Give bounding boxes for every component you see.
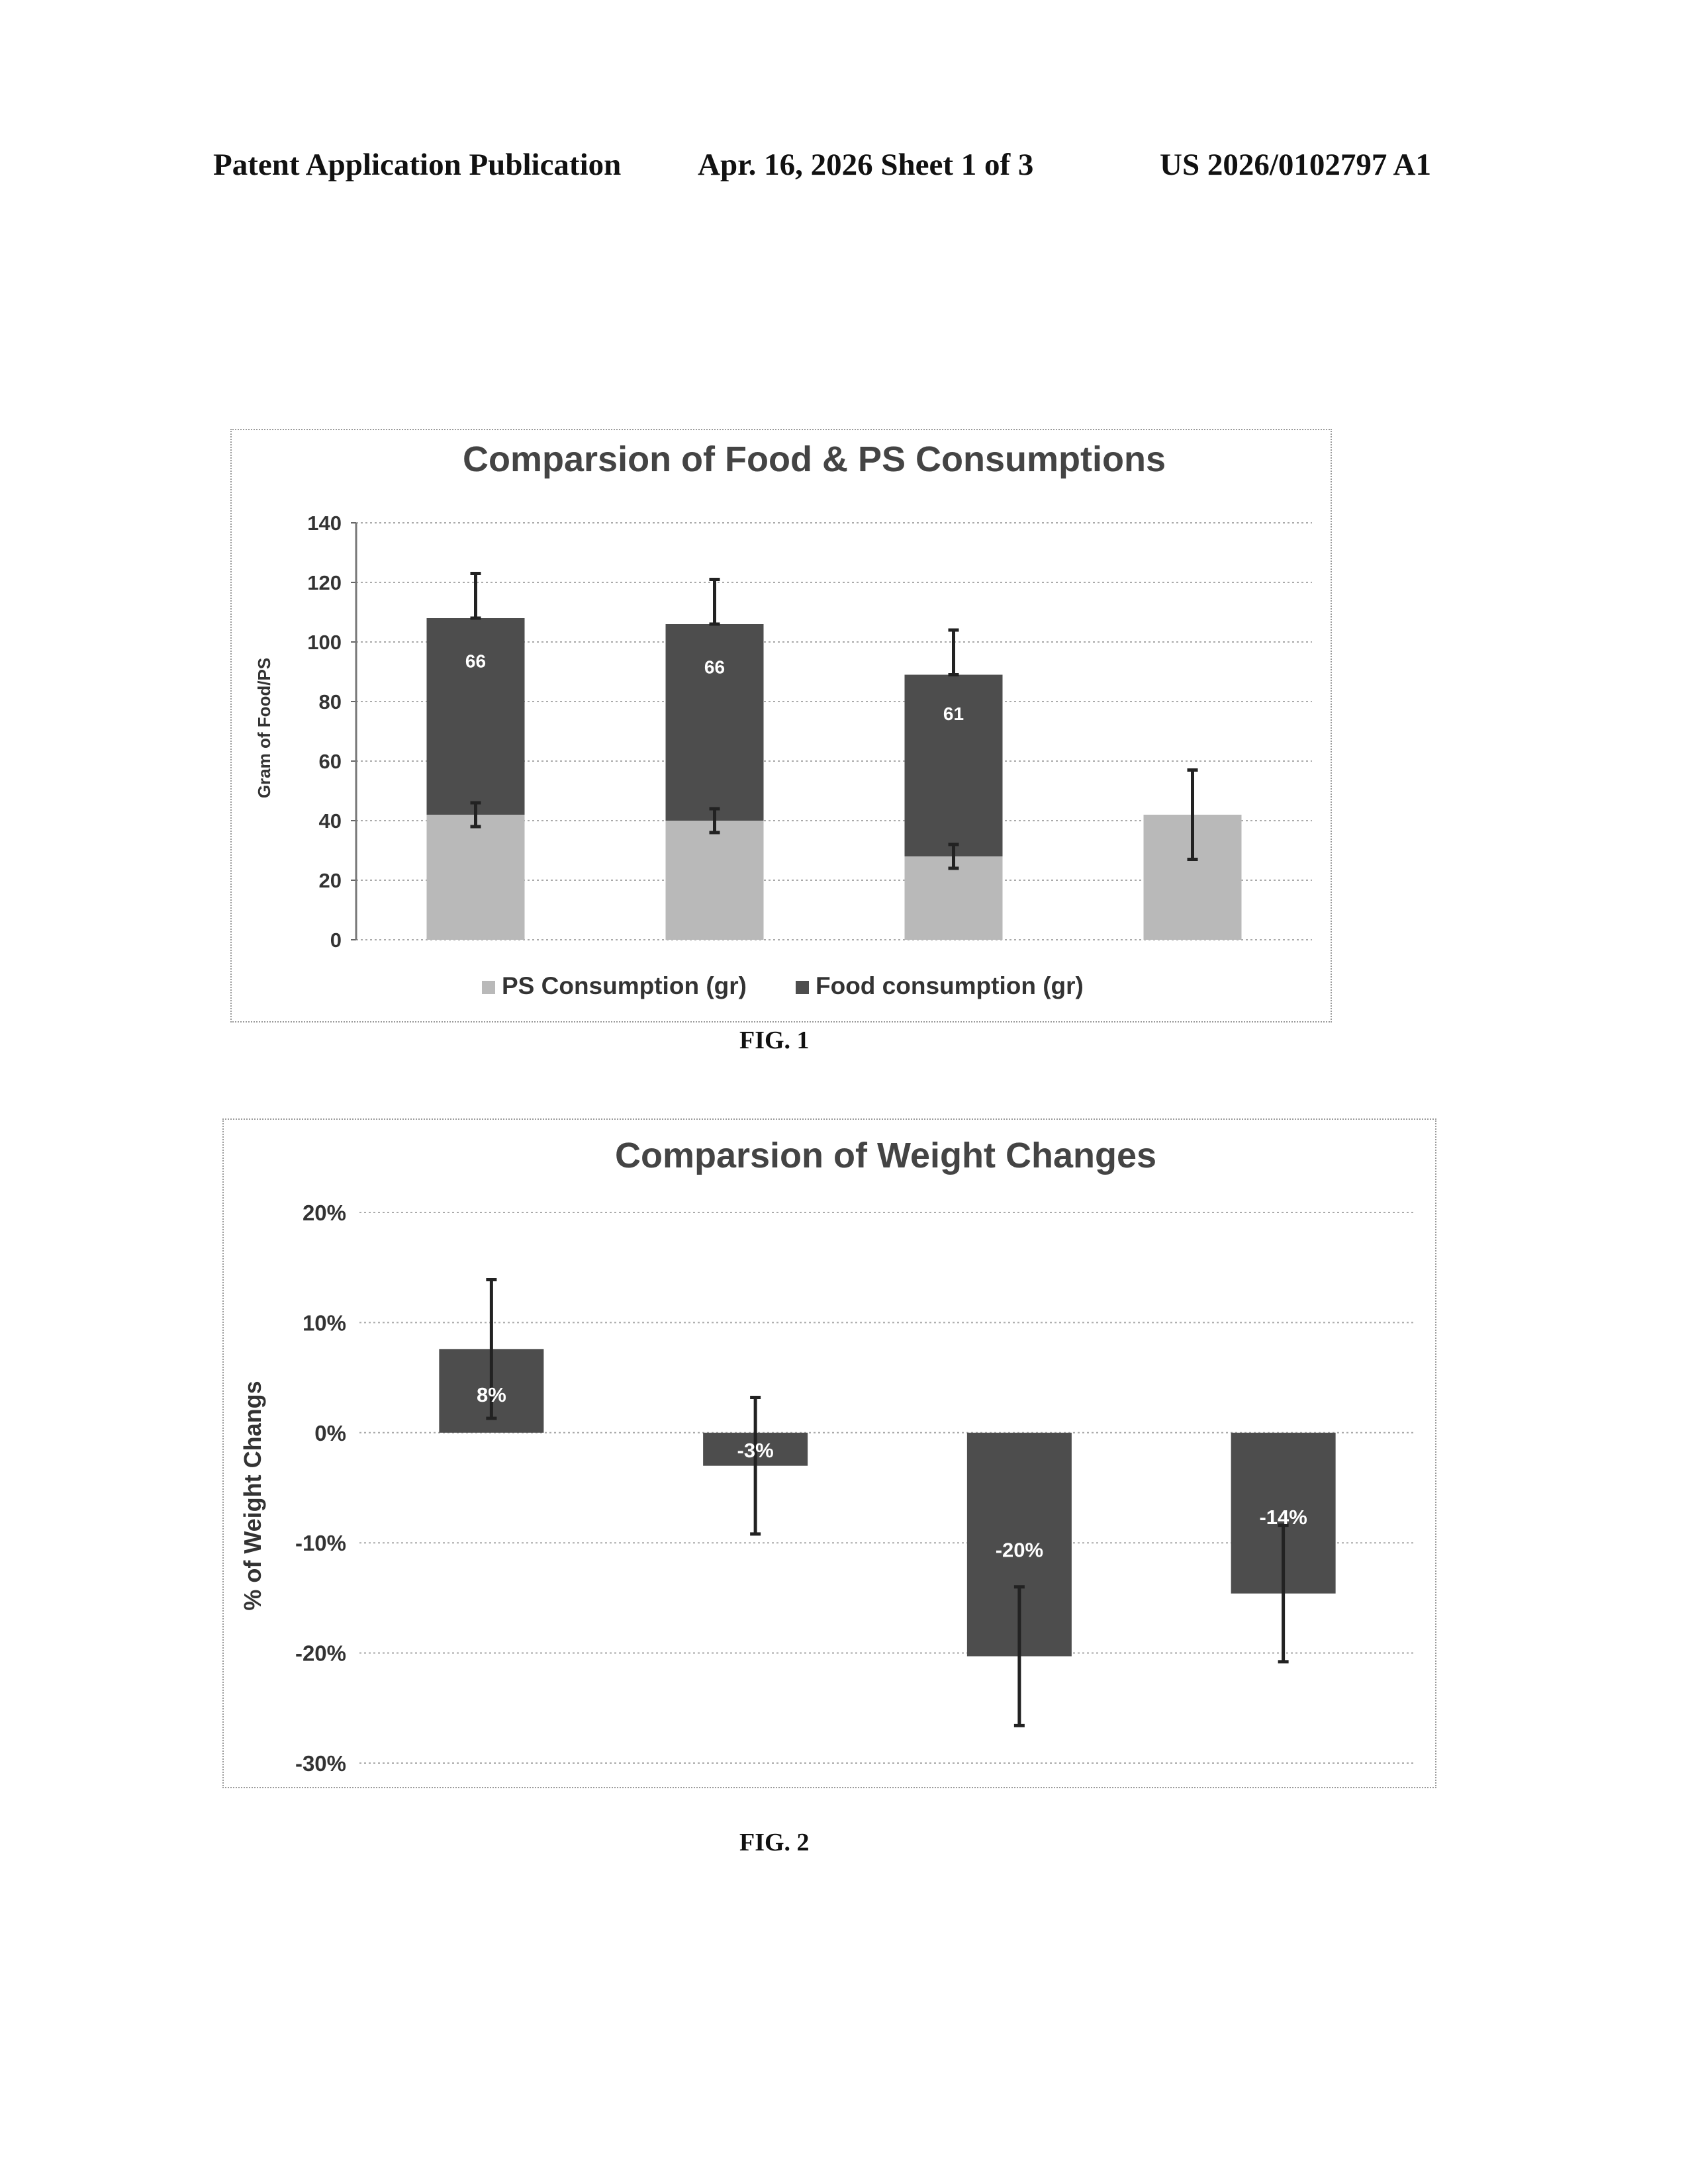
fig1-y-tick-label: 60 (319, 750, 342, 773)
fig1-bar-food-consumption (905, 675, 1003, 857)
fig1-chart-panel: Comparsion of Food & PS Consumptions Gra… (230, 429, 1332, 1023)
fig1-legend-food: Food consumption (gr) (816, 972, 1084, 999)
fig1-y-tick-label: 40 (319, 809, 342, 833)
fig1-y-axis-label: Gram of Food/PS (254, 658, 274, 798)
fig2-y-tick-label: 20% (303, 1201, 346, 1225)
fig2-caption: FIG. 2 (739, 1828, 810, 1857)
fig2-chart-title: Comparsion of Weight Changes (615, 1136, 1156, 1175)
fig1-data-label: 66 (465, 651, 486, 671)
fig2-data-label: -14% (1259, 1506, 1307, 1529)
fig1-bar-ps-consumption (666, 821, 764, 940)
fig2-chart-panel: Comparsion of Weight Changes % of Weight… (222, 1118, 1436, 1788)
fig2-data-label: -3% (737, 1439, 774, 1462)
fig1-bar-ps-consumption (427, 815, 525, 940)
fig1-y-tick-label: 0 (330, 929, 342, 952)
fig1-bar-food-consumption (427, 618, 525, 815)
fig1-y-tick-label: 100 (307, 631, 342, 654)
fig1-y-tick-label: 120 (307, 571, 342, 594)
fig1-data-label: 66 (704, 657, 725, 677)
fig1-caption: FIG. 1 (739, 1026, 810, 1055)
fig2-chart: Comparsion of Weight Changes % of Weight… (224, 1120, 1435, 1787)
fig2-y-tick-label: 10% (303, 1310, 346, 1335)
fig2-data-label: 8% (477, 1383, 506, 1406)
fig2-y-axis-label: % of Weight Changs (239, 1381, 266, 1610)
fig1-legend-swatch-food (796, 981, 809, 994)
fig2-y-tick-label: 0% (314, 1421, 346, 1445)
fig2-y-tick-label: -10% (295, 1531, 346, 1555)
fig2-data-label: -20% (996, 1538, 1043, 1561)
fig1-y-tick-label: 140 (307, 512, 342, 535)
fig1-data-label: 61 (943, 704, 964, 724)
fig1-chart: Comparsion of Food & PS Consumptions Gra… (232, 430, 1331, 1021)
fig1-chart-title: Comparsion of Food & PS Consumptions (463, 439, 1166, 479)
fig1-legend-ps: PS Consumption (gr) (502, 972, 747, 999)
header-center: Apr. 16, 2026 Sheet 1 of 3 (698, 147, 1033, 183)
fig1-y-tick-label: 20 (319, 869, 342, 892)
fig2-y-tick-label: -30% (295, 1751, 346, 1776)
fig1-y-tick-label: 80 (319, 690, 342, 713)
fig2-y-tick-label: -20% (295, 1641, 346, 1666)
header-left: Patent Application Publication (213, 147, 621, 183)
fig1-legend-swatch-ps (482, 981, 495, 994)
header-right: US 2026/0102797 A1 (1160, 147, 1431, 183)
fig1-bar-food-consumption (666, 624, 764, 821)
